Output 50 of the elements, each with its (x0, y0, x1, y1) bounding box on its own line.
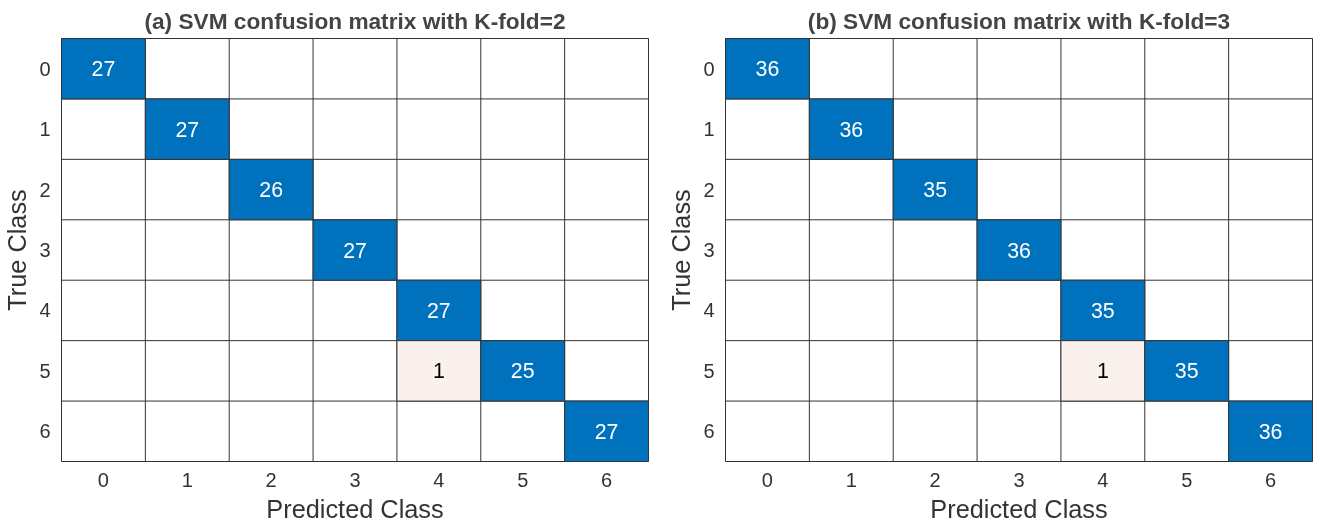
x-tick-label: 6 (601, 468, 613, 491)
x-tick-label: 4 (433, 468, 445, 491)
data-label: 36 (1007, 238, 1031, 263)
data-label: 27 (343, 238, 367, 263)
x-tick-label: 3 (1013, 468, 1025, 491)
y-tick-label: 2 (39, 178, 51, 201)
x-tick-label: 3 (349, 468, 361, 491)
y-tick-label: 6 (703, 420, 715, 443)
x-tick-label: 0 (97, 468, 109, 491)
data-label: 26 (259, 178, 284, 203)
y-axis-title: True Class (667, 189, 696, 311)
data-label: 1 (1096, 359, 1109, 384)
data-label: 27 (594, 419, 619, 444)
x-tick-label: 2 (265, 468, 277, 491)
y-tick-label: 4 (703, 299, 715, 322)
y-tick-label: 3 (39, 239, 51, 261)
data-label: 36 (839, 117, 864, 142)
x-tick-label: 6 (1265, 468, 1277, 491)
x-tick-label: 4 (1097, 468, 1109, 491)
x-tick-label: 1 (845, 468, 857, 491)
y-tick-label: 3 (703, 239, 715, 261)
x-tick-label: 0 (761, 468, 773, 491)
data-label: 36 (755, 57, 780, 82)
y-tick-label: 0 (39, 57, 51, 80)
data-label: 27 (91, 57, 116, 82)
y-tick-label: 1 (39, 118, 51, 141)
data-label: 36 (1258, 419, 1283, 444)
y-tick-label: 1 (703, 118, 715, 141)
chart-title: (b) SVM confusion matrix with K-fold=3 (807, 7, 1231, 34)
y-tick-label: 4 (39, 299, 51, 322)
x-tick-label: 2 (929, 468, 941, 491)
x-axis-title: Predicted Class (930, 494, 1108, 523)
y-tick-label: 2 (703, 178, 715, 201)
data-label: 35 (1174, 359, 1199, 384)
y-tick-label: 6 (39, 420, 51, 443)
y-tick-label: 5 (703, 359, 715, 382)
y-tick-label: 5 (39, 359, 51, 382)
y-tick-label: 0 (703, 57, 715, 80)
data-label: 35 (1091, 298, 1115, 323)
x-tick-label: 1 (181, 468, 193, 491)
x-tick-label: 5 (517, 468, 529, 491)
y-axis-title: True Class (3, 189, 32, 311)
data-label: 35 (923, 178, 948, 203)
chart-title: (a) SVM confusion matrix with K-fold=2 (144, 7, 566, 34)
x-tick-label: 5 (1181, 468, 1193, 491)
x-axis-title: Predicted Class (266, 494, 444, 523)
data-label: 27 (427, 298, 451, 323)
data-label: 1 (432, 359, 445, 384)
data-label: 27 (175, 117, 200, 142)
data-label: 25 (510, 359, 535, 384)
